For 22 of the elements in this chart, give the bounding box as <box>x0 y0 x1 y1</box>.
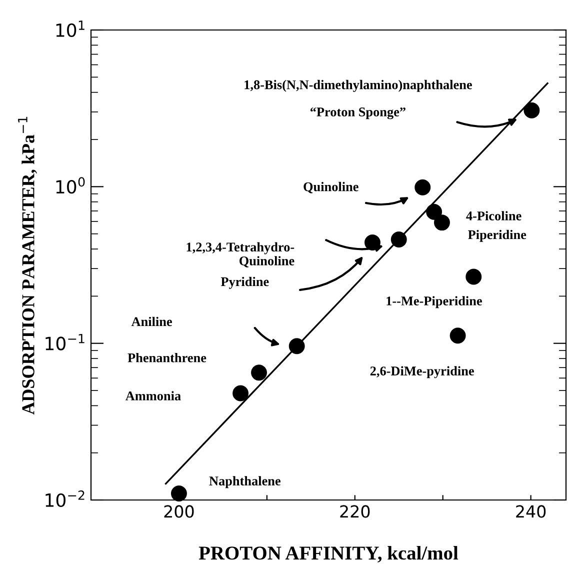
annotation: Aniline <box>131 316 172 326</box>
annotation: Pyridine <box>220 276 269 289</box>
x-axis-title: PROTON AFFINITY, kcal/mol <box>198 546 458 562</box>
annotation: Ammonia <box>126 391 181 400</box>
annotation: Phenanthrene <box>128 353 206 362</box>
annotation: Naphthalene <box>209 476 280 488</box>
annotation: 4-Picoline <box>466 211 522 220</box>
y-tick-label: 10$^{0}$ <box>56 177 85 194</box>
x-tick-label: 220 <box>340 505 370 518</box>
annotation: Piperidine <box>468 230 526 242</box>
y-tick-label: 10$^{1}$ <box>56 20 84 37</box>
annotation: 2,6-DiMe-pyridine <box>370 366 474 378</box>
x-tick-label: 240 <box>516 505 546 518</box>
y-tick-label: 10$^{−1}$ <box>46 334 84 350</box>
y-tick-label: 10$^{−2}$ <box>46 490 84 507</box>
annotation: 1--Me-Piperidine <box>386 296 482 308</box>
annotation: Quinoline <box>304 182 358 194</box>
y-axis-title: ADSORPTION PARAMETER, kPa$^{−1}$ <box>18 116 37 415</box>
annotation: 1,8-Bis(N,N-dimethylamino)naphthalene <box>244 80 472 92</box>
annotation: “Proton Sponge” <box>310 107 406 120</box>
annotation: 1,2,3,4-Tetrahydro- Quinoline <box>186 242 294 268</box>
x-tick-label: 200 <box>164 505 194 518</box>
